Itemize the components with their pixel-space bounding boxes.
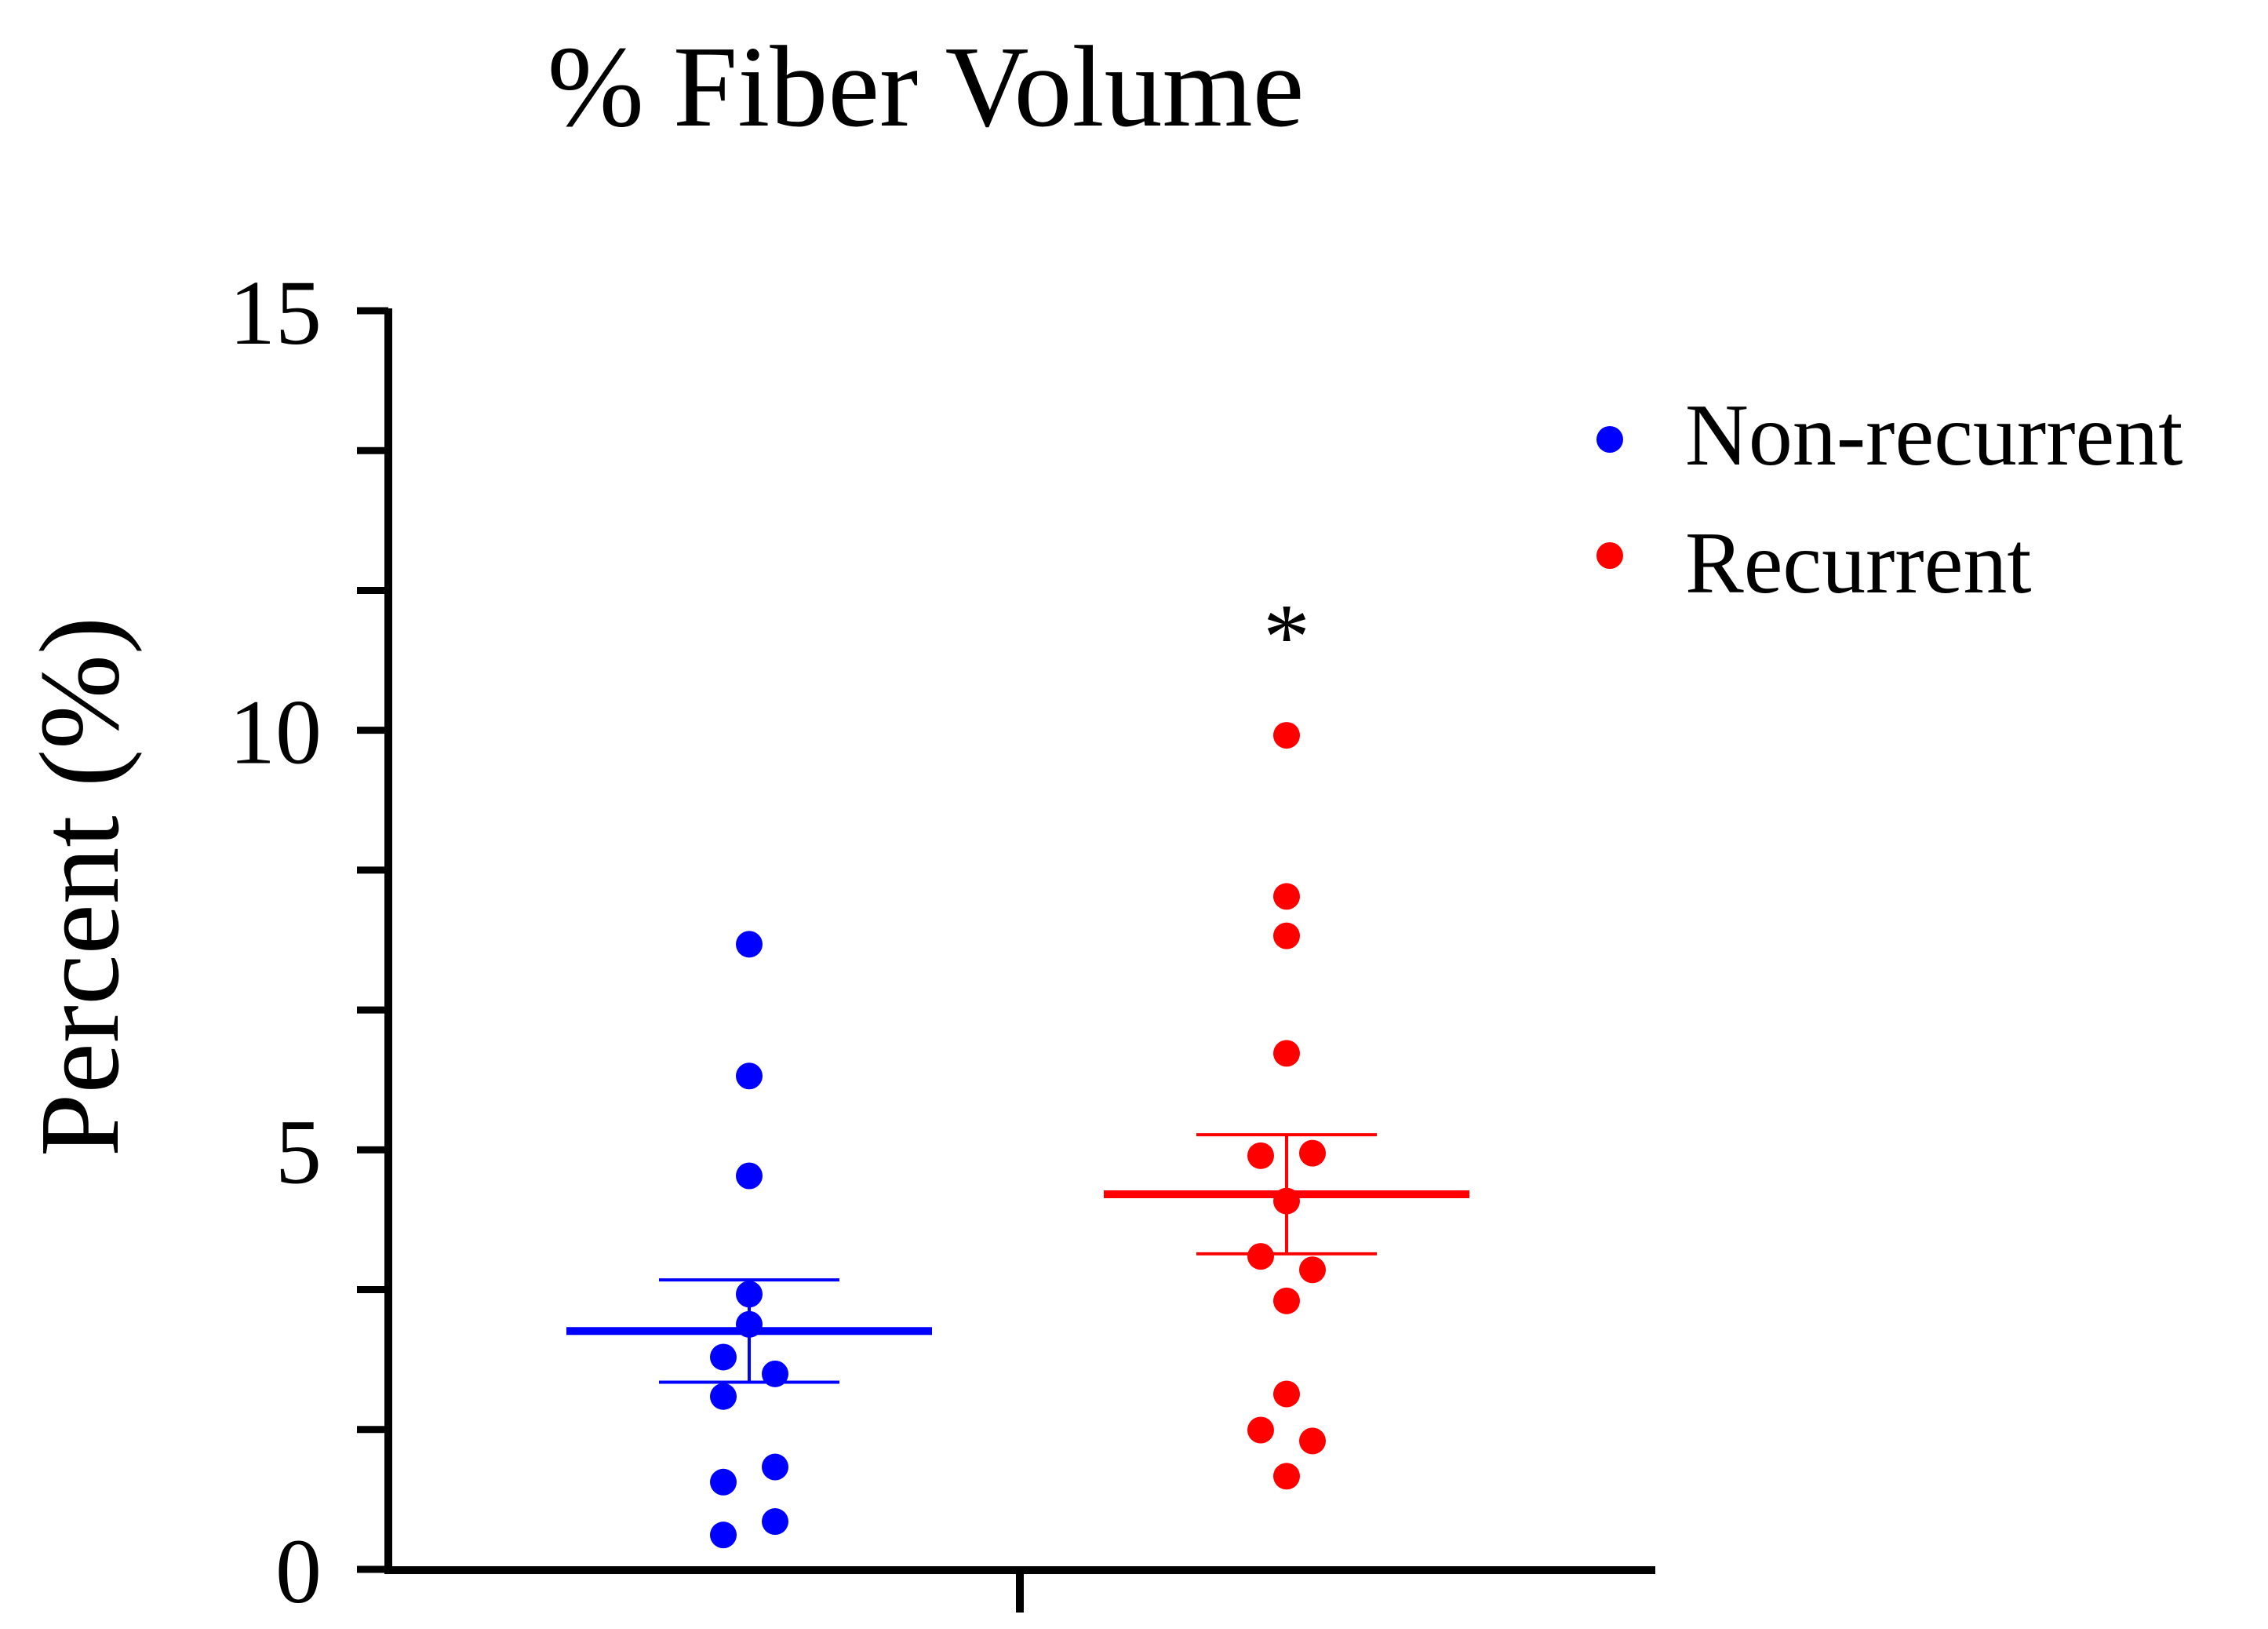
legend-marker-recurrent xyxy=(1596,542,1623,569)
series-non-recurrent xyxy=(566,931,932,1549)
y-tick-label-10: 10 xyxy=(229,681,322,784)
y-axis-ticks: 0 5 10 15 xyxy=(229,261,388,1623)
y-tick-label-5: 5 xyxy=(275,1100,322,1203)
data-point-non-recurrent-9 xyxy=(710,1468,737,1496)
y-axis-label: Percent (%) xyxy=(17,617,143,1157)
data-point-recurrent-10 xyxy=(1273,1380,1300,1408)
y-tick-label-0: 0 xyxy=(275,1520,322,1623)
data-point-non-recurrent-11 xyxy=(710,1521,737,1549)
data-point-recurrent-11 xyxy=(1247,1416,1274,1444)
data-point-recurrent-4 xyxy=(1247,1142,1274,1169)
data-point-non-recurrent-2 xyxy=(736,1162,763,1190)
data-point-recurrent-5 xyxy=(1299,1139,1326,1167)
data-point-recurrent-2 xyxy=(1273,922,1300,949)
data-point-non-recurrent-0 xyxy=(736,931,763,958)
data-point-recurrent-8 xyxy=(1299,1256,1326,1284)
chart-title: % Fiber Volume xyxy=(548,23,1305,151)
data-point-recurrent-13 xyxy=(1273,1463,1300,1490)
data-point-non-recurrent-6 xyxy=(762,1360,788,1387)
legend: Non-recurrent Recurrent xyxy=(1596,387,2182,612)
data-point-recurrent-3 xyxy=(1273,1040,1300,1067)
data-point-non-recurrent-10 xyxy=(762,1508,788,1536)
significance-star: * xyxy=(1263,585,1310,689)
legend-label-non-recurrent: Non-recurrent xyxy=(1685,387,2182,484)
data-point-non-recurrent-7 xyxy=(710,1383,737,1410)
data-point-non-recurrent-5 xyxy=(710,1343,737,1371)
legend-label-recurrent: Recurrent xyxy=(1685,515,2032,612)
data-point-recurrent-12 xyxy=(1299,1427,1326,1455)
legend-marker-non-recurrent xyxy=(1596,426,1623,453)
series-layer xyxy=(566,722,1469,1549)
data-point-recurrent-7 xyxy=(1247,1243,1274,1270)
data-point-recurrent-1 xyxy=(1273,883,1300,910)
data-point-recurrent-9 xyxy=(1273,1287,1300,1314)
data-point-non-recurrent-1 xyxy=(736,1062,763,1090)
series-recurrent xyxy=(1104,722,1469,1490)
data-point-recurrent-0 xyxy=(1273,722,1300,749)
data-point-non-recurrent-8 xyxy=(762,1453,788,1481)
y-tick-label-15: 15 xyxy=(229,261,322,364)
